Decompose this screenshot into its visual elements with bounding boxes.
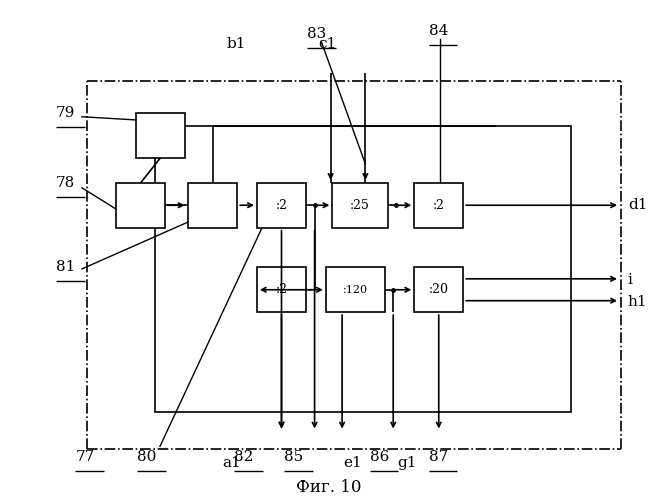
FancyBboxPatch shape <box>414 183 463 228</box>
Text: e1: e1 <box>343 456 361 470</box>
Text: :2: :2 <box>276 198 288 211</box>
FancyBboxPatch shape <box>257 183 306 228</box>
Text: g1: g1 <box>397 456 417 470</box>
Text: 81: 81 <box>56 260 75 274</box>
Text: a1: a1 <box>222 456 241 470</box>
Text: :2: :2 <box>433 198 445 211</box>
Text: 84: 84 <box>428 24 448 38</box>
FancyBboxPatch shape <box>155 126 571 412</box>
Text: d1: d1 <box>628 198 647 212</box>
Text: 85: 85 <box>284 450 304 464</box>
Text: h1: h1 <box>628 295 647 309</box>
Text: 87: 87 <box>428 450 448 464</box>
Text: :25: :25 <box>350 198 370 211</box>
Text: 82: 82 <box>234 450 253 464</box>
Text: 86: 86 <box>370 450 389 464</box>
FancyBboxPatch shape <box>332 183 388 228</box>
Text: c1: c1 <box>318 36 337 51</box>
Text: i: i <box>628 273 632 287</box>
FancyBboxPatch shape <box>116 183 165 228</box>
FancyBboxPatch shape <box>326 268 385 312</box>
FancyBboxPatch shape <box>414 268 463 312</box>
Text: 83: 83 <box>307 26 326 40</box>
Text: 80: 80 <box>137 450 157 464</box>
FancyBboxPatch shape <box>257 268 306 312</box>
Text: :20: :20 <box>429 284 449 296</box>
Text: 78: 78 <box>56 176 75 190</box>
Text: Фиг. 10: Фиг. 10 <box>296 479 362 496</box>
Text: b1: b1 <box>226 36 245 51</box>
FancyBboxPatch shape <box>188 183 238 228</box>
FancyBboxPatch shape <box>136 114 185 158</box>
Text: 79: 79 <box>56 106 75 120</box>
Text: 77: 77 <box>76 450 95 464</box>
Text: :120: :120 <box>343 285 368 295</box>
Text: :2: :2 <box>276 284 288 296</box>
